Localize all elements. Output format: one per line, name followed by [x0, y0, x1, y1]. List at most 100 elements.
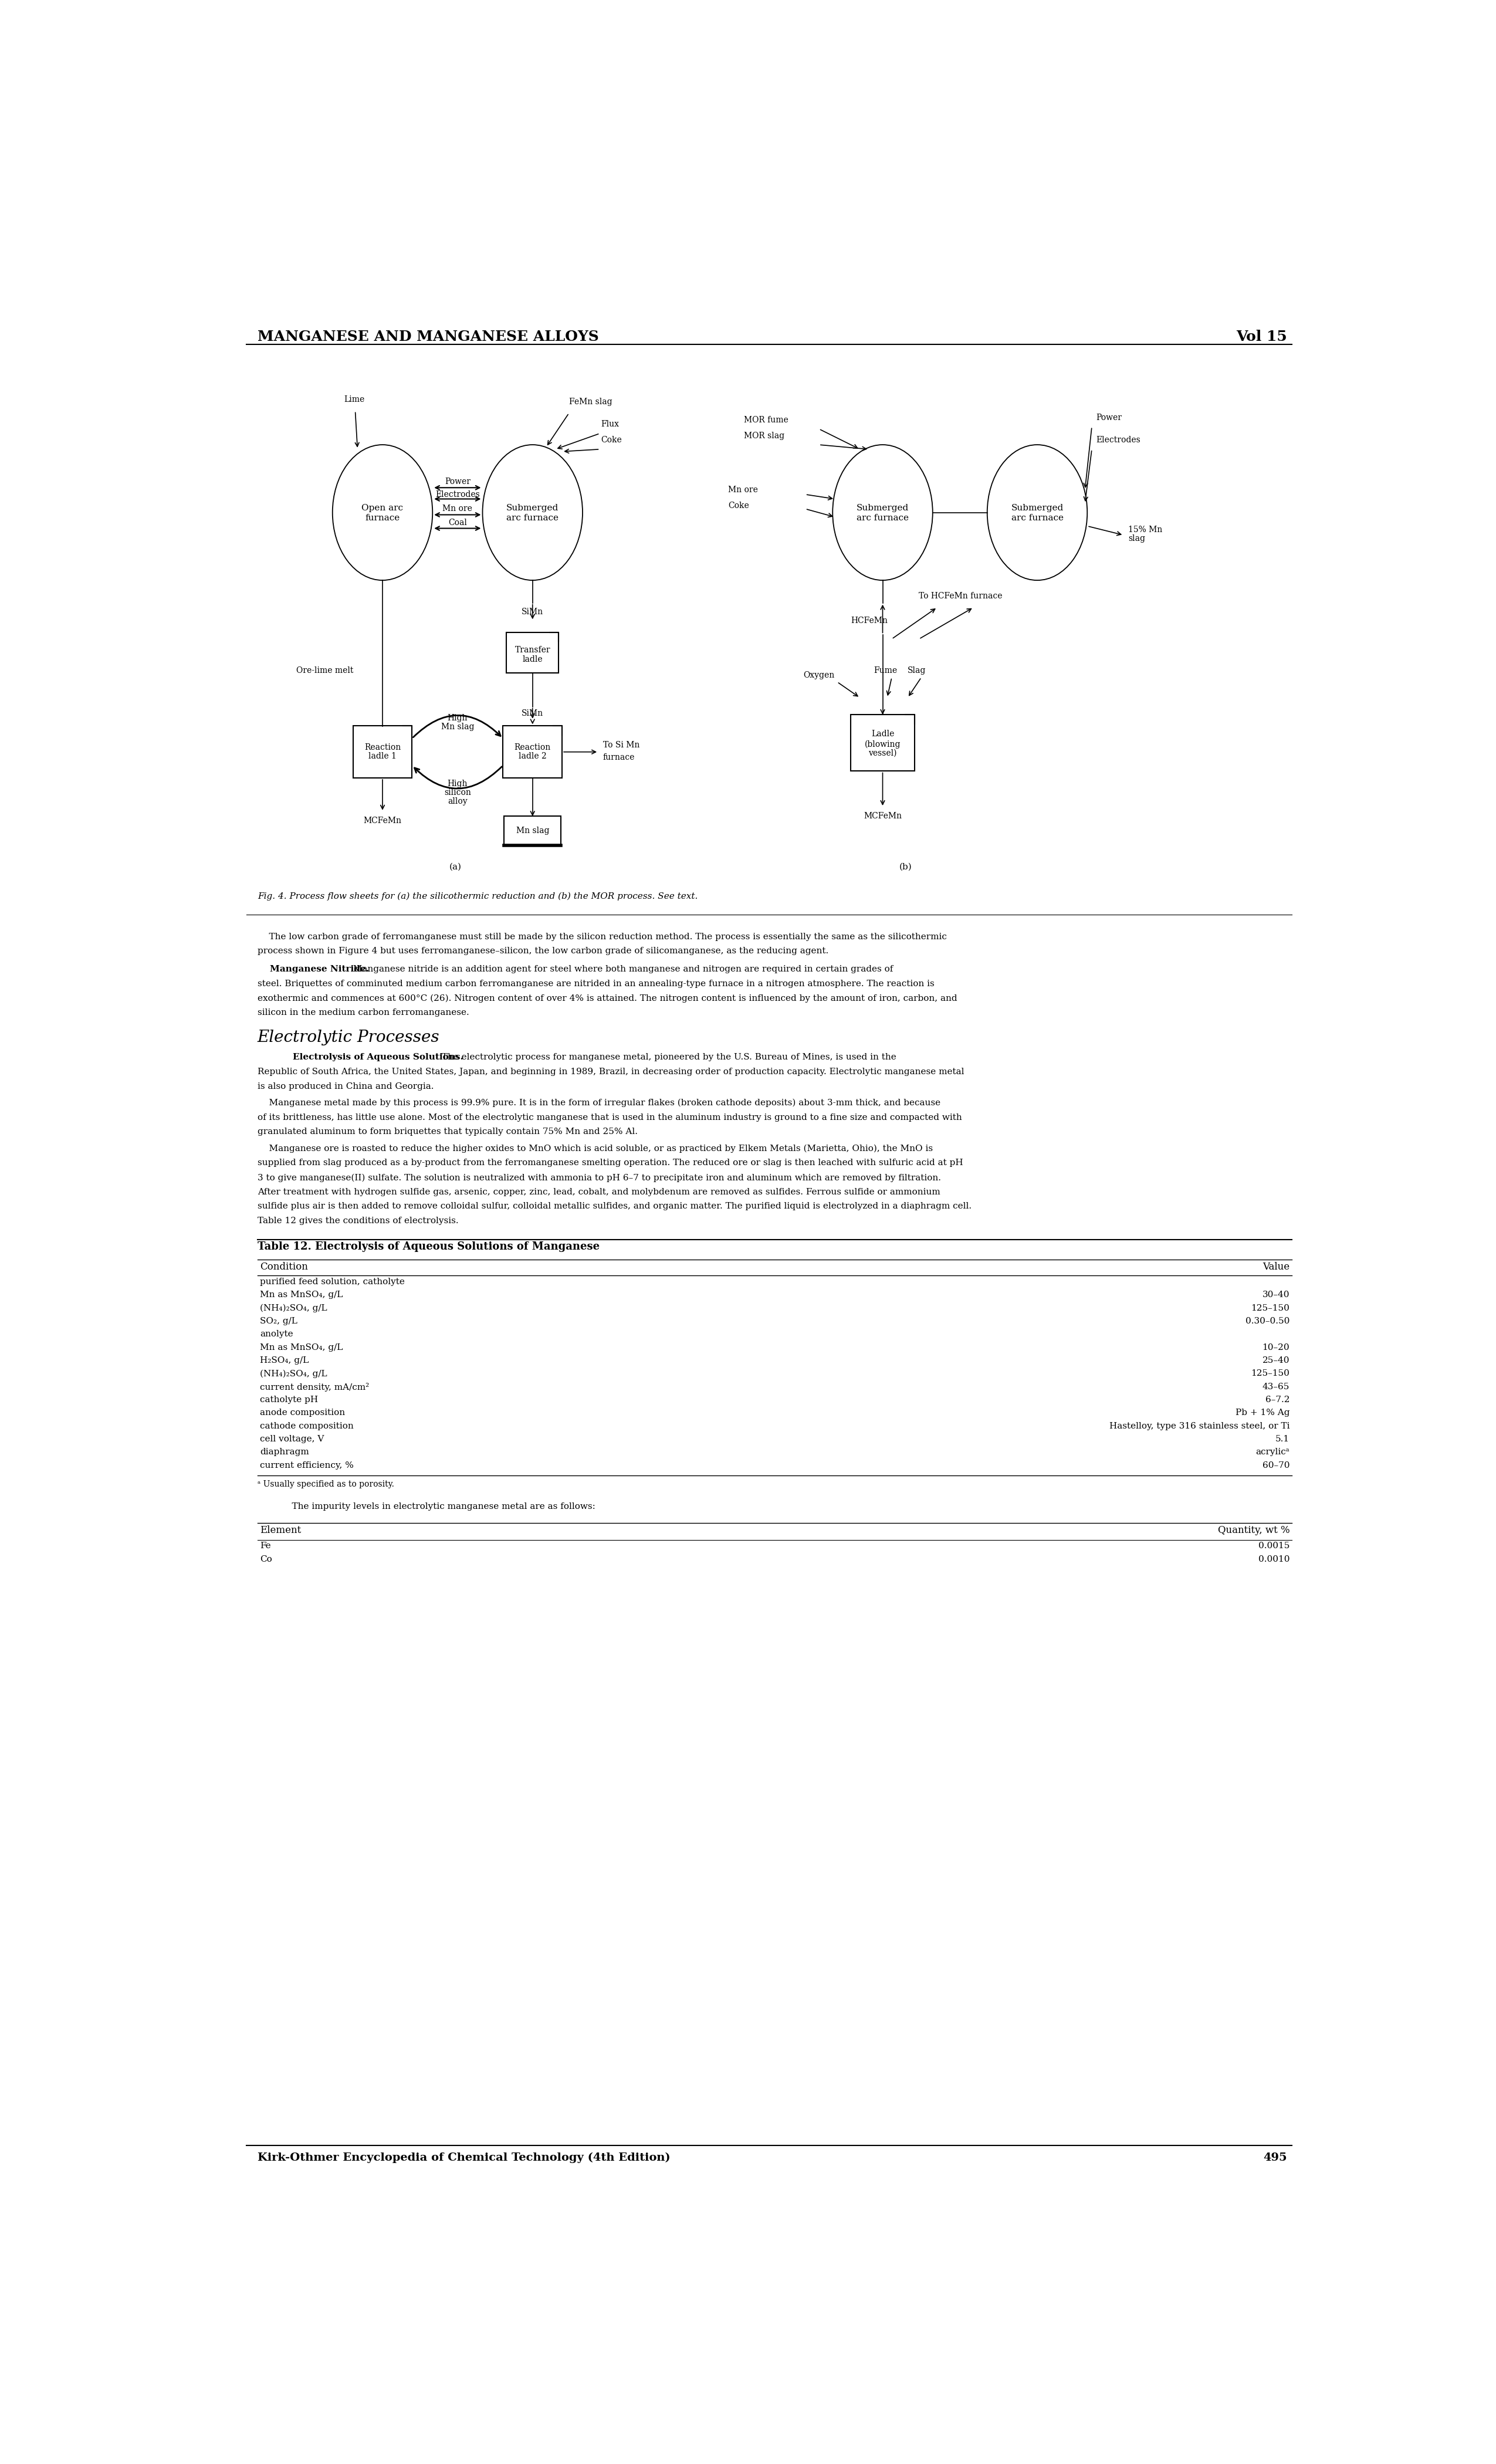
Text: 10–20: 10–20: [1263, 1343, 1290, 1350]
Text: Mn slag: Mn slag: [516, 828, 549, 835]
Text: (NH₄)₂SO₄, g/L: (NH₄)₂SO₄, g/L: [260, 1303, 328, 1313]
Text: Electrolytic Processes: Electrolytic Processes: [257, 1030, 440, 1045]
Text: Ladle: Ladle: [871, 729, 895, 739]
Text: Manganese metal made by this process is 99.9% pure. It is in the form of irregul: Manganese metal made by this process is …: [257, 1099, 941, 1106]
Text: Mn as MnSO₄, g/L: Mn as MnSO₄, g/L: [260, 1291, 343, 1299]
Text: current density, mA/cm²: current density, mA/cm²: [260, 1382, 370, 1392]
Text: Coke: Coke: [729, 503, 749, 510]
Text: SO₂, g/L: SO₂, g/L: [260, 1318, 298, 1326]
Text: High: High: [447, 715, 468, 722]
Text: Submerged: Submerged: [1011, 505, 1064, 513]
Text: 6–7.2: 6–7.2: [1266, 1395, 1290, 1404]
Text: Manganese ore is roasted to reduce the higher oxides to MnO which is acid solubl: Manganese ore is roasted to reduce the h…: [257, 1143, 934, 1153]
Text: Lime: Lime: [344, 394, 365, 404]
Text: of its brittleness, has little use alone. Most of the electrolytic manganese tha: of its brittleness, has little use alone…: [257, 1114, 962, 1121]
Text: catholyte pH: catholyte pH: [260, 1395, 317, 1404]
Text: 0.30–0.50: 0.30–0.50: [1245, 1318, 1290, 1326]
Text: furnace: furnace: [603, 754, 634, 761]
Text: 0.0015: 0.0015: [1258, 1542, 1290, 1550]
Text: 5.1: 5.1: [1276, 1434, 1290, 1444]
Text: arc furnace: arc furnace: [507, 515, 558, 522]
Text: Quantity, wt %: Quantity, wt %: [1218, 1525, 1290, 1535]
Text: ladle: ladle: [522, 655, 543, 663]
Text: 60–70: 60–70: [1263, 1461, 1290, 1469]
Text: Condition: Condition: [260, 1262, 308, 1271]
Text: Vol 15: Vol 15: [1236, 330, 1287, 342]
Text: 0.0010: 0.0010: [1258, 1555, 1290, 1562]
Text: Element: Element: [260, 1525, 301, 1535]
Text: 495: 495: [1264, 2154, 1287, 2163]
Text: Table 12. Electrolysis of Aqueous Solutions of Manganese: Table 12. Electrolysis of Aqueous Soluti…: [257, 1242, 600, 1252]
Text: Reaction: Reaction: [515, 744, 551, 752]
Text: Republic of South Africa, the United States, Japan, and beginning in 1989, Brazi: Republic of South Africa, the United Sta…: [257, 1067, 963, 1077]
Text: ᵃ Usually specified as to porosity.: ᵃ Usually specified as to porosity.: [257, 1481, 393, 1488]
Bar: [507, 633, 558, 673]
Text: Ore-lime melt: Ore-lime melt: [296, 665, 353, 675]
Text: (a): (a): [449, 862, 461, 872]
Text: Transfer: Transfer: [515, 646, 551, 655]
Text: vessel): vessel): [868, 749, 898, 756]
Text: 3 to give manganese(II) sulfate. The solution is neutralized with ammonia to pH : 3 to give manganese(II) sulfate. The sol…: [257, 1173, 941, 1183]
Text: sulfide plus air is then added to remove colloidal sulfur, colloidal metallic su: sulfide plus air is then added to remove…: [257, 1202, 971, 1210]
Text: anode composition: anode composition: [260, 1409, 346, 1417]
Text: anolyte: anolyte: [260, 1331, 293, 1338]
Text: To HCFeMn furnace: To HCFeMn furnace: [919, 591, 1002, 601]
Text: The impurity levels in electrolytic manganese metal are as follows:: The impurity levels in electrolytic mang…: [280, 1503, 595, 1510]
Text: Submerged: Submerged: [506, 505, 558, 513]
Text: alloy: alloy: [447, 798, 467, 806]
Text: Power: Power: [444, 478, 470, 485]
Text: acrylicᵃ: acrylicᵃ: [1255, 1449, 1290, 1456]
Text: Reaction: Reaction: [364, 744, 401, 752]
Text: 43–65: 43–65: [1263, 1382, 1290, 1390]
Text: Electrolysis of Aqueous Solutions.: Electrolysis of Aqueous Solutions.: [280, 1052, 464, 1062]
Text: 125–150: 125–150: [1251, 1370, 1290, 1377]
Text: MOR slag: MOR slag: [744, 431, 784, 439]
Text: Electrodes: Electrodes: [435, 490, 480, 498]
Text: Fe: Fe: [260, 1542, 271, 1550]
Text: ladle 2: ladle 2: [519, 752, 546, 761]
Text: Table 12 gives the conditions of electrolysis.: Table 12 gives the conditions of electro…: [257, 1217, 458, 1225]
Bar: [504, 816, 561, 845]
Text: is also produced in China and Georgia.: is also produced in China and Georgia.: [257, 1082, 434, 1092]
Text: silicon in the medium carbon ferromanganese.: silicon in the medium carbon ferromangan…: [257, 1008, 470, 1018]
Text: Hastelloy, type 316 stainless steel, or Ti: Hastelloy, type 316 stainless steel, or …: [1109, 1422, 1290, 1429]
Text: Manganese Nitride.: Manganese Nitride.: [257, 966, 370, 973]
Text: After treatment with hydrogen sulfide gas, arsenic, copper, zinc, lead, cobalt, : After treatment with hydrogen sulfide ga…: [257, 1188, 939, 1195]
Text: HCFeMn: HCFeMn: [851, 616, 887, 626]
Text: MCFeMn: MCFeMn: [863, 813, 902, 821]
Text: Manganese nitride is an addition agent for steel where both manganese and nitrog: Manganese nitride is an addition agent f…: [347, 966, 893, 973]
Text: exothermic and commences at 600°C (26). Nitrogen content of over 4% is attained.: exothermic and commences at 600°C (26). …: [257, 993, 957, 1003]
Bar: [851, 715, 914, 771]
Text: diaphragm: diaphragm: [260, 1449, 308, 1456]
Bar: [353, 727, 411, 779]
Text: process shown in Figure 4 but uses ferromanganese–silicon, the low carbon grade : process shown in Figure 4 but uses ferro…: [257, 946, 829, 956]
Text: purified feed solution, catholyte: purified feed solution, catholyte: [260, 1279, 404, 1286]
Text: current efficiency, %: current efficiency, %: [260, 1461, 353, 1469]
Text: Mn as MnSO₄, g/L: Mn as MnSO₄, g/L: [260, 1343, 343, 1350]
Text: arc furnace: arc furnace: [1011, 515, 1064, 522]
Text: MOR fume: MOR fume: [744, 416, 788, 424]
Text: Electrodes: Electrodes: [1097, 436, 1141, 444]
Text: (NH₄)₂SO₄, g/L: (NH₄)₂SO₄, g/L: [260, 1370, 328, 1377]
Text: Mn ore: Mn ore: [443, 505, 473, 513]
Text: Mn ore: Mn ore: [729, 485, 758, 493]
Text: (b): (b): [899, 862, 911, 872]
Text: The electrolytic process for manganese metal, pioneered by the U.S. Bureau of Mi: The electrolytic process for manganese m…: [435, 1052, 896, 1062]
Text: Power: Power: [1097, 414, 1122, 421]
Text: furnace: furnace: [365, 515, 399, 522]
Text: cell voltage, V: cell voltage, V: [260, 1434, 325, 1444]
Text: 25–40: 25–40: [1263, 1355, 1290, 1365]
Text: FeMn slag: FeMn slag: [568, 397, 612, 407]
Text: Pb + 1% Ag: Pb + 1% Ag: [1236, 1409, 1290, 1417]
Text: silicon: silicon: [444, 788, 471, 796]
Bar: [503, 727, 562, 779]
Text: Coal: Coal: [449, 517, 467, 527]
Text: Submerged: Submerged: [856, 505, 908, 513]
Text: Mn slag: Mn slag: [441, 722, 474, 732]
Text: High: High: [447, 779, 468, 788]
Text: (blowing: (blowing: [865, 739, 901, 749]
Text: Flux: Flux: [601, 421, 619, 429]
Text: cathode composition: cathode composition: [260, 1422, 353, 1429]
Text: 15% Mn: 15% Mn: [1128, 525, 1162, 535]
Text: arc furnace: arc furnace: [857, 515, 908, 522]
